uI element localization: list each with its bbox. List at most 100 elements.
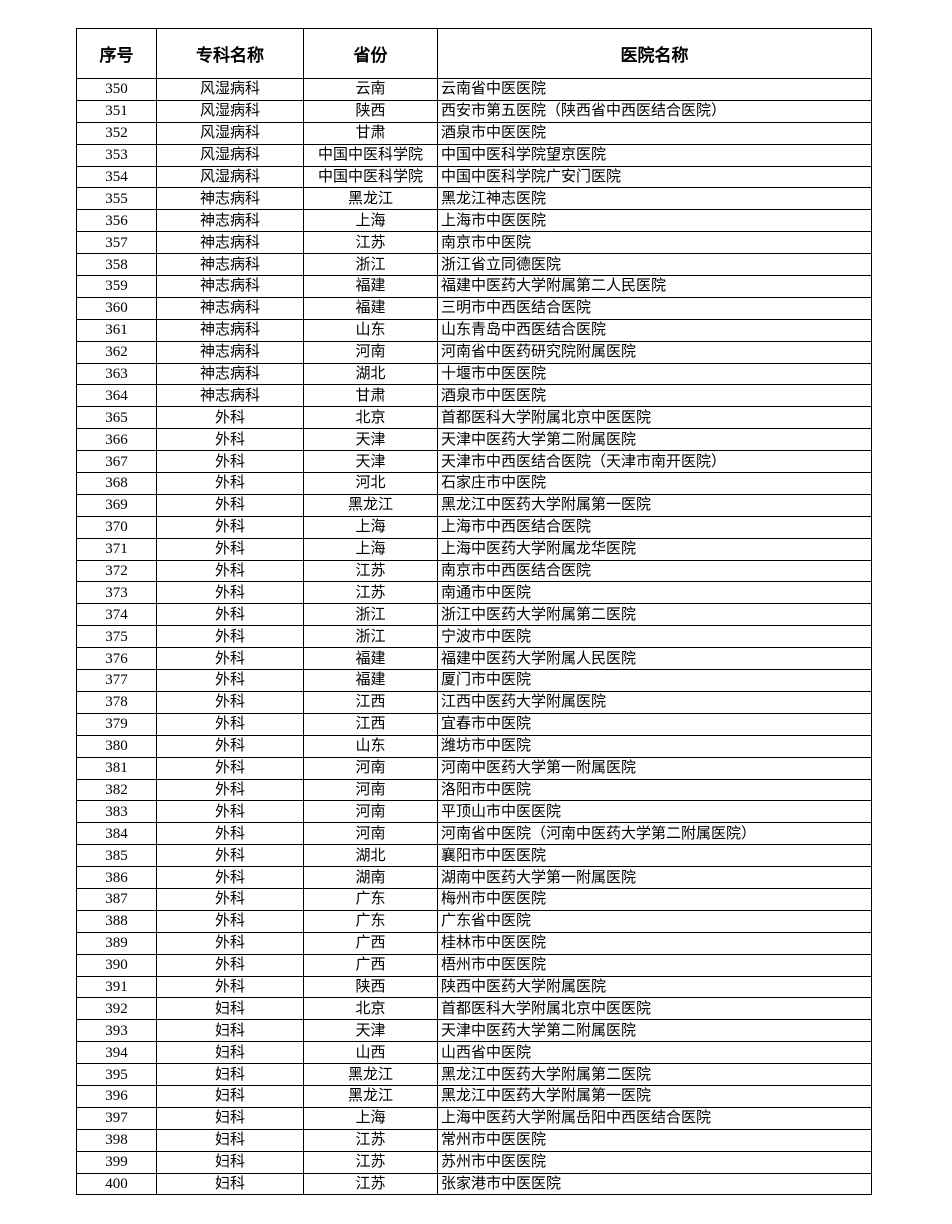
cell-index: 390 [76,953,157,977]
table-row: 395 妇科 黑龙江 黑龙江中医药大学附属第二医院 [76,1063,872,1086]
cell-province: 上海 [303,537,438,561]
table-row: 390 外科 广西 梧州市中医医院 [76,953,872,977]
cell-hospital: 天津市中西医结合医院（天津市南开医院） [437,450,872,474]
cell-province: 河南 [303,800,438,824]
cell-hospital: 上海中医药大学附属岳阳中西医结合医院 [437,1106,872,1130]
header-index: 序号 [76,28,157,79]
cell-index: 383 [76,800,157,824]
cell-index: 356 [76,209,157,233]
cell-hospital: 洛阳市中医院 [437,778,872,802]
table-row: 362 神志病科 河南 河南省中医药研究院附属医院 [76,340,872,364]
cell-province: 陕西 [303,99,438,123]
cell-province: 天津 [303,450,438,474]
cell-specialty: 风湿病科 [156,143,304,167]
cell-hospital: 陕西中医药大学附属医院 [437,975,872,999]
header-province: 省份 [303,28,438,79]
table-row: 393 妇科 天津 天津中医药大学第二附属医院 [76,1019,872,1043]
cell-hospital: 梧州市中医医院 [437,953,872,977]
cell-specialty: 外科 [156,953,304,977]
table-row: 350 风湿病科 云南 云南省中医医院 [76,78,872,101]
table-row: 383 外科 河南 平顶山市中医医院 [76,800,872,824]
cell-index: 362 [76,340,157,364]
table-row: 372 外科 江苏 南京市中西医结合医院 [76,559,872,583]
cell-hospital: 张家港市中医医院 [437,1172,872,1196]
cell-specialty: 外科 [156,909,304,933]
table-row: 400 妇科 江苏 张家港市中医医院 [76,1172,872,1196]
cell-province: 广西 [303,953,438,977]
cell-index: 388 [76,909,157,933]
table-row: 397 妇科 上海 上海中医药大学附属岳阳中西医结合医院 [76,1106,872,1130]
cell-hospital: 酒泉市中医医院 [437,384,872,408]
cell-specialty: 外科 [156,515,304,539]
cell-hospital: 南京市中医院 [437,231,872,255]
cell-specialty: 妇科 [156,1084,304,1108]
cell-index: 376 [76,647,157,671]
cell-specialty: 外科 [156,756,304,780]
cell-specialty: 外科 [156,472,304,495]
cell-province: 湖北 [303,362,438,386]
cell-specialty: 外科 [156,493,304,517]
table-row: 387 外科 广东 梅州市中医医院 [76,887,872,911]
cell-province: 北京 [303,406,438,430]
cell-index: 379 [76,712,157,736]
cell-specialty: 外科 [156,866,304,889]
table-row: 389 外科 广西 桂林市中医医院 [76,931,872,955]
cell-hospital: 西安市第五医院（陕西省中西医结合医院） [437,99,872,123]
cell-index: 391 [76,975,157,999]
cell-province: 山东 [303,734,438,758]
table-row: 351 风湿病科 陕西 西安市第五医院（陕西省中西医结合医院） [76,99,872,123]
cell-hospital: 首都医科大学附属北京中医医院 [437,997,872,1021]
cell-index: 352 [76,121,157,145]
cell-hospital: 上海市中西医结合医院 [437,515,872,539]
cell-province: 中国中医科学院 [303,165,438,189]
table-row: 361 神志病科 山东 山东青岛中西医结合医院 [76,318,872,342]
cell-hospital: 十堰市中医医院 [437,362,872,386]
table-row: 398 妇科 江苏 常州市中医医院 [76,1128,872,1152]
table-row: 371 外科 上海 上海中医药大学附属龙华医院 [76,537,872,561]
cell-province: 黑龙江 [303,493,438,517]
cell-province: 上海 [303,209,438,233]
cell-specialty: 外科 [156,931,304,955]
cell-province: 陕西 [303,975,438,999]
cell-province: 福建 [303,275,438,298]
cell-province: 甘肃 [303,121,438,145]
cell-province: 江苏 [303,1150,438,1174]
cell-province: 福建 [303,647,438,671]
cell-hospital: 酒泉市中医医院 [437,121,872,145]
cell-specialty: 妇科 [156,1019,304,1043]
cell-hospital: 湖南中医药大学第一附属医院 [437,866,872,889]
cell-specialty: 外科 [156,822,304,846]
table-row: 365 外科 北京 首都医科大学附属北京中医医院 [76,406,872,430]
cell-hospital: 宁波市中医院 [437,625,872,649]
cell-index: 360 [76,296,157,320]
cell-index: 392 [76,997,157,1021]
cell-hospital: 三明市中西医结合医院 [437,296,872,320]
cell-province: 广东 [303,909,438,933]
cell-hospital: 中国中医科学院望京医院 [437,143,872,167]
cell-specialty: 外科 [156,734,304,758]
cell-hospital: 黑龙江中医药大学附属第一医院 [437,493,872,517]
cell-province: 福建 [303,296,438,320]
cell-index: 385 [76,844,157,868]
cell-specialty: 外科 [156,450,304,474]
cell-specialty: 外科 [156,625,304,649]
cell-hospital: 山东青岛中西医结合医院 [437,318,872,342]
cell-specialty: 外科 [156,581,304,605]
table-row: 375 外科 浙江 宁波市中医院 [76,625,872,649]
cell-specialty: 外科 [156,712,304,736]
cell-hospital: 浙江省立同德医院 [437,253,872,277]
cell-index: 357 [76,231,157,255]
cell-hospital: 浙江中医药大学附属第二医院 [437,603,872,627]
cell-specialty: 外科 [156,603,304,627]
cell-hospital: 潍坊市中医院 [437,734,872,758]
cell-specialty: 妇科 [156,1041,304,1065]
cell-specialty: 外科 [156,559,304,583]
cell-province: 浙江 [303,625,438,649]
cell-province: 江苏 [303,581,438,605]
table-row: 378 外科 江西 江西中医药大学附属医院 [76,690,872,714]
cell-specialty: 风湿病科 [156,78,304,101]
cell-index: 361 [76,318,157,342]
cell-province: 湖北 [303,844,438,868]
table-row: 364 神志病科 甘肃 酒泉市中医医院 [76,384,872,408]
table-row: 399 妇科 江苏 苏州市中医医院 [76,1150,872,1174]
